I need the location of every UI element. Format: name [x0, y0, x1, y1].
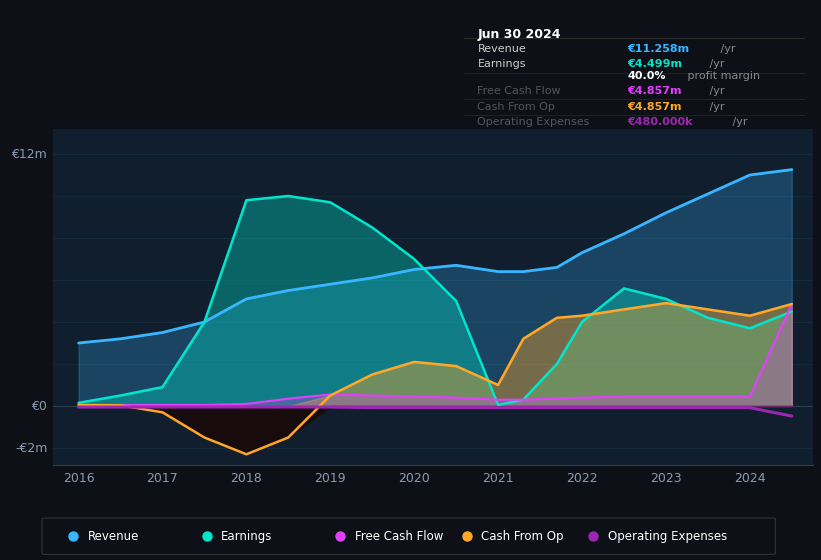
Text: Free Cash Flow: Free Cash Flow: [478, 86, 561, 96]
Text: Operating Expenses: Operating Expenses: [608, 530, 727, 543]
Text: €4.499m: €4.499m: [627, 59, 682, 69]
Text: Operating Expenses: Operating Expenses: [478, 117, 589, 127]
Text: Revenue: Revenue: [478, 44, 526, 54]
Text: €12m: €12m: [11, 147, 48, 161]
Text: €4.857m: €4.857m: [627, 86, 682, 96]
Text: /yr: /yr: [706, 102, 725, 112]
Text: Earnings: Earnings: [221, 530, 273, 543]
Text: €480.000k: €480.000k: [627, 117, 693, 127]
Text: /yr: /yr: [706, 86, 725, 96]
Text: Earnings: Earnings: [478, 59, 526, 69]
Text: profit margin: profit margin: [684, 71, 759, 81]
Text: 40.0%: 40.0%: [627, 71, 666, 81]
Text: Revenue: Revenue: [88, 530, 139, 543]
Text: Jun 30 2024: Jun 30 2024: [478, 27, 561, 41]
Text: -€2m: -€2m: [15, 441, 48, 455]
Text: Cash From Op: Cash From Op: [478, 102, 555, 112]
Text: Cash From Op: Cash From Op: [481, 530, 564, 543]
Text: €4.857m: €4.857m: [627, 102, 682, 112]
Text: /yr: /yr: [728, 117, 747, 127]
Text: €0: €0: [31, 399, 48, 413]
Text: /yr: /yr: [718, 44, 736, 54]
Text: €11.258m: €11.258m: [627, 44, 690, 54]
Text: Free Cash Flow: Free Cash Flow: [355, 530, 443, 543]
Text: /yr: /yr: [706, 59, 725, 69]
